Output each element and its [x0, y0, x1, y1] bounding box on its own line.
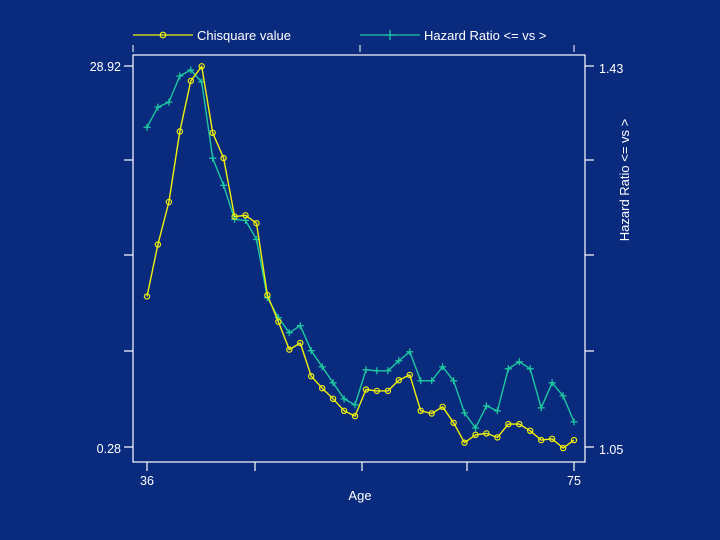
legend-label-chisq: Chisquare value — [197, 28, 291, 43]
chisq-series-line — [146, 65, 575, 449]
chisq-point — [286, 346, 293, 353]
chisq-point — [351, 412, 359, 420]
chisq-point — [439, 403, 446, 410]
hazard-point — [318, 363, 326, 371]
hazard-point — [373, 367, 381, 375]
hazard-point — [559, 392, 567, 400]
hazard-point — [220, 181, 228, 189]
chisq-point — [548, 435, 556, 442]
chisq-point — [154, 241, 162, 248]
chisq-point — [340, 407, 348, 414]
legend: Chisquare value Hazard Ratio <= vs > — [132, 28, 575, 52]
hazard-point — [461, 409, 468, 417]
hazard-point — [296, 322, 304, 330]
hazard-point — [504, 365, 512, 373]
chisq-point — [187, 77, 194, 85]
x-axis-label: Age — [348, 488, 371, 503]
y-left-tick-label-top: 28.92 — [90, 60, 121, 74]
series-hazard — [143, 66, 578, 432]
legend-marker-chisq — [159, 31, 167, 39]
x-tick-label-last: 75 — [567, 474, 581, 488]
hazard-point — [548, 379, 556, 387]
hazard-point — [187, 66, 195, 74]
chisq-point — [209, 129, 216, 136]
y-right-tick-label-bottom: 1.05 — [599, 443, 623, 457]
hazard-series-line — [146, 69, 575, 429]
hazard-point — [428, 377, 436, 385]
chisq-point — [319, 385, 326, 392]
chisq-point — [143, 293, 151, 300]
chisq-point — [253, 219, 260, 227]
chisq-point — [275, 318, 282, 325]
hazard-point — [176, 72, 184, 80]
chisq-point — [176, 128, 183, 135]
chisq-point — [308, 373, 315, 380]
chisq-point — [428, 410, 435, 417]
hazard-point — [450, 377, 458, 385]
chisq-point — [570, 436, 578, 444]
y-right-axis-label: Hazard Ratio <= vs > — [617, 119, 632, 241]
hazard-point — [154, 103, 162, 111]
chisq-point — [231, 213, 238, 220]
legend-marker-hazard — [385, 30, 395, 40]
hazard-point — [209, 154, 217, 162]
chisq-point — [329, 395, 337, 402]
chisq-point — [297, 339, 304, 347]
hazard-point — [537, 404, 545, 412]
chisq-point — [362, 386, 370, 393]
chisq-point — [406, 371, 413, 379]
chisq-point — [505, 420, 512, 428]
hazard-point — [307, 347, 315, 355]
chisq-point — [417, 407, 424, 414]
chisq-point — [559, 444, 567, 452]
hazard-point — [417, 377, 425, 385]
hazard-point — [472, 424, 479, 432]
hazard-point — [384, 367, 392, 375]
chisq-point — [384, 387, 392, 395]
y-left-tick-label-bottom: 0.28 — [97, 442, 121, 456]
legend-label-hazard: Hazard Ratio <= vs > — [424, 28, 546, 43]
hazard-point — [482, 402, 490, 410]
x-tick-label-first: 36 — [140, 474, 154, 488]
chisq-point — [538, 436, 545, 444]
chisq-point — [373, 387, 381, 395]
y-right-tick-label-top: 1.43 — [599, 62, 623, 76]
chisq-point — [165, 198, 173, 206]
chisq-point — [395, 377, 402, 384]
plot-frame — [132, 54, 586, 463]
hazard-point — [570, 418, 578, 426]
chisq-point — [461, 439, 468, 446]
hazard-point — [351, 401, 359, 409]
hazard-point — [493, 407, 501, 415]
tick-marks — [124, 65, 594, 471]
chisq-point — [198, 63, 205, 70]
chisq-point — [483, 430, 490, 437]
hazard-point — [329, 379, 337, 387]
hazard-point — [340, 395, 348, 403]
hazard-point — [526, 365, 534, 373]
chisq-point — [472, 431, 479, 438]
chisq-point — [494, 434, 501, 441]
chisq-point — [516, 420, 523, 428]
hazard-point — [285, 329, 293, 337]
hazard-point — [143, 123, 151, 131]
hazard-point — [362, 366, 370, 374]
chisq-point — [527, 427, 534, 434]
chisq-point — [450, 419, 457, 426]
hazard-point — [395, 357, 403, 365]
series-chisq — [143, 63, 578, 452]
hazard-point — [515, 358, 523, 366]
chisq-point — [264, 291, 271, 299]
chisq-point — [220, 154, 227, 162]
hazard-point — [165, 98, 173, 106]
chisq-point — [242, 212, 249, 219]
hazard-point — [439, 363, 447, 371]
hazard-point — [406, 348, 414, 356]
